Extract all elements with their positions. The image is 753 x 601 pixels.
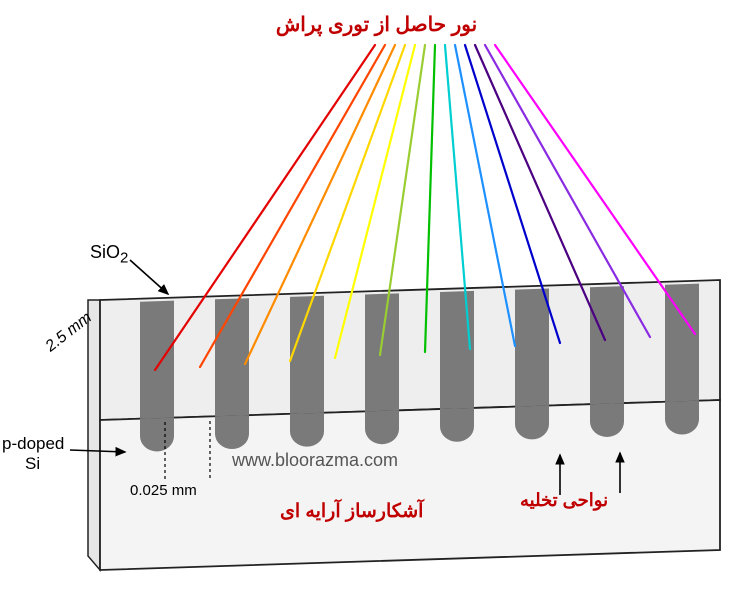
drain-regions-label: نواحی تخلیه xyxy=(520,490,608,511)
si-label: Si xyxy=(25,454,40,474)
title-label: نور حاصل از توری پراش xyxy=(0,12,753,37)
watermark-label: www.bloorazma.com xyxy=(232,450,398,471)
array-detector-label: آشکارساز آرایه ای xyxy=(280,500,423,523)
gap-label: 0.025 mm xyxy=(130,482,197,499)
sio2-label: SiO2 xyxy=(90,242,128,267)
pdoped-label: p-doped xyxy=(2,434,64,454)
